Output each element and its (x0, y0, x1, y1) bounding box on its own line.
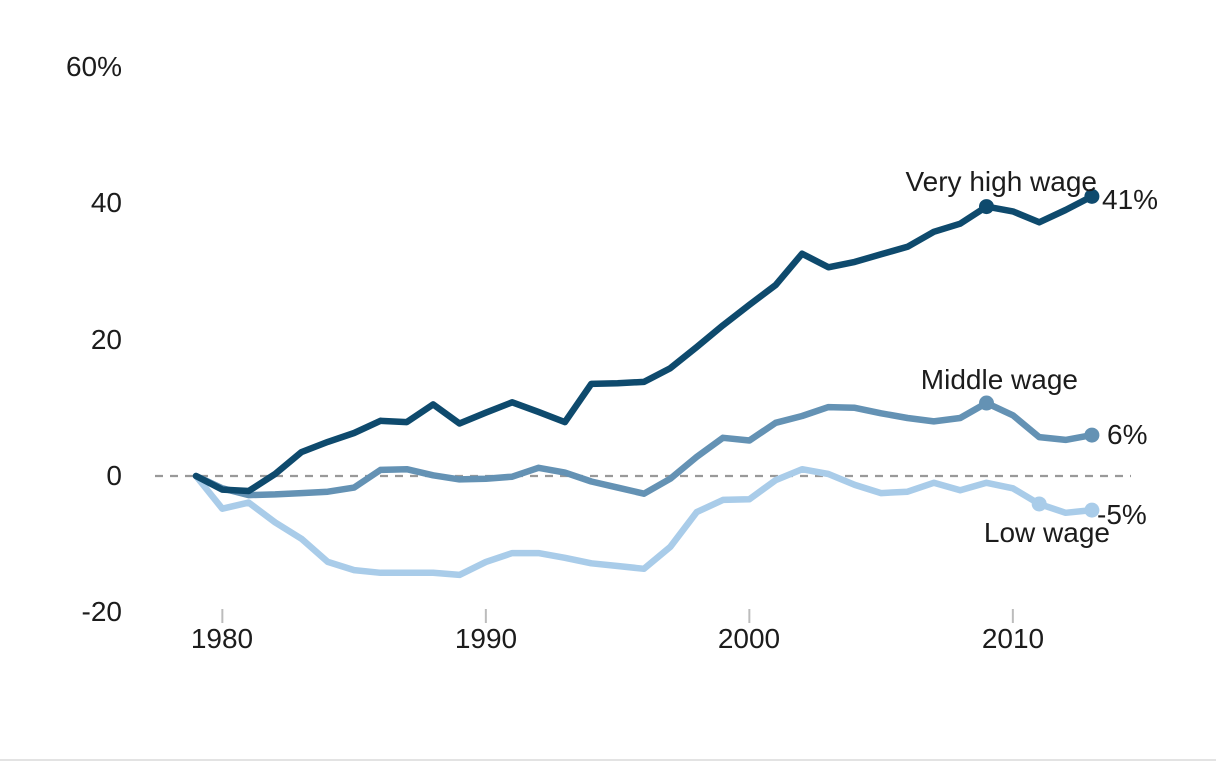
x-axis-tick-label-1980: 1980 (190, 623, 254, 654)
y-axis-tick-label-0: 0 (106, 460, 122, 491)
series-line-middle-wage (192, 399, 1096, 499)
end-value-middle-wage: 6% (1107, 419, 1148, 450)
marker-dot-middle-wage-2013 (1084, 427, 1100, 443)
end-value-low-wage: -5% (1097, 499, 1147, 530)
series-label-low-wage: Low wage (983, 517, 1110, 548)
end-value-very-high-wage: 41% (1102, 184, 1159, 215)
marker-dot-low-wage-2013 (1084, 502, 1100, 518)
marker-dot-very-high-wage-2013 (1084, 188, 1100, 204)
series-line-low-wage (192, 465, 1096, 579)
series-label-middle-wage: Middle wage (920, 364, 1078, 395)
marker-dot-low-wage-2011 (1031, 496, 1047, 512)
x-axis-tick-label-2010: 2010 (981, 623, 1045, 654)
y-axis-tick-label-60: 60% (65, 51, 122, 82)
series-label-very-high-wage: Very high wage (905, 166, 1097, 197)
x-axis-tick-label-1990: 1990 (454, 623, 518, 654)
y-axis-tick-label-neg20: -20 (81, 596, 122, 627)
y-axis-tick-label-40: 40 (90, 187, 122, 218)
marker-dot-very-high-wage-2009 (979, 199, 994, 215)
marker-dot-middle-wage-2009 (979, 395, 994, 411)
y-axis-tick-label-20: 20 (90, 324, 122, 355)
x-axis-tick-label-2000: 2000 (717, 623, 781, 654)
series-line-very-high-wage (192, 193, 1096, 495)
